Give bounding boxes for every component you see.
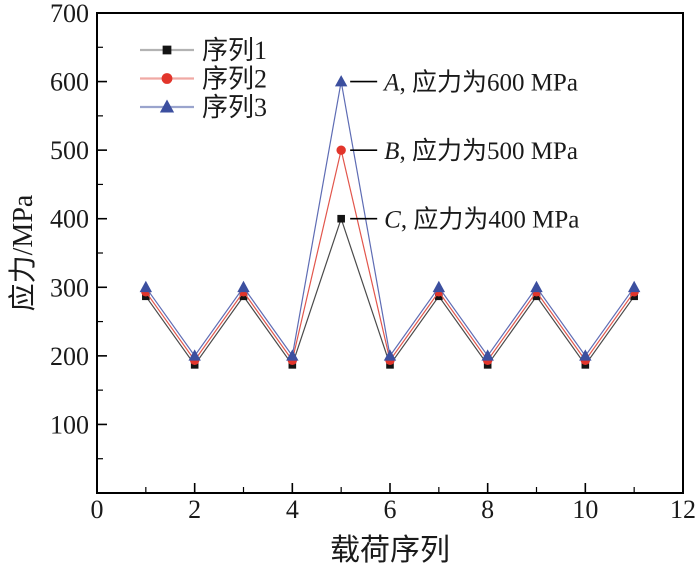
annotation-body: , 应力为500 MPa — [399, 137, 577, 165]
triangle-marker — [237, 280, 250, 293]
legend-item-序列2: 序列2 — [140, 65, 267, 94]
y-tick-label: 200 — [50, 342, 89, 371]
triangle-marker — [627, 280, 641, 293]
y-tick-label: 600 — [50, 68, 89, 97]
series-line — [145, 216, 635, 367]
triangle-marker — [579, 349, 592, 361]
chart-canvas: 0 2 4 6 8 10 12 100 200 300 400 500 600 700 A, 应力为600 … — [50, 0, 696, 524]
y-tick-label: 300 — [50, 273, 89, 302]
triangle-marker — [188, 349, 201, 361]
y-tick-label: 500 — [50, 136, 89, 165]
legend-item-序列3: 序列3 — [140, 93, 267, 122]
triangle-marker — [286, 349, 299, 361]
legend-label: 序列3 — [202, 93, 267, 122]
x-tick-label: 12 — [670, 495, 696, 524]
annotation-text: A, 应力为600 MPa — [382, 69, 578, 97]
x-tick-label: 4 — [286, 495, 299, 524]
series-1 — [142, 214, 638, 369]
x-tick-label: 2 — [188, 495, 201, 524]
x-axis: 0 2 4 6 8 10 12 — [91, 483, 696, 524]
series-line — [145, 150, 635, 362]
square-marker — [162, 45, 172, 55]
legend-label: 序列1 — [202, 36, 267, 65]
annotation-text: B, 应力为500 MPa — [384, 137, 578, 165]
x-axis-title: 载荷序列 — [330, 534, 450, 566]
square-marker — [337, 214, 345, 223]
triangle-marker — [432, 280, 446, 293]
triangle-marker — [383, 349, 397, 361]
annotation-body: , 应力为600 MPa — [399, 69, 577, 97]
annotation-letter: B — [384, 138, 399, 165]
y-tick-label: 400 — [50, 205, 89, 234]
x-tick-label: 10 — [572, 495, 598, 524]
series-2 — [141, 145, 639, 366]
triangle-marker — [159, 99, 175, 113]
legend-item-序列1: 序列1 — [140, 36, 267, 65]
triangle-marker — [481, 349, 494, 361]
y-axis: 100 200 300 400 500 600 700 — [50, 0, 107, 460]
y-tick-label: 700 — [50, 0, 89, 28]
annotation-letter: C — [384, 207, 401, 234]
annotations: A, 应力为600 MPa B, 应力为500 MPa C, 应力为400 MPa — [350, 69, 579, 234]
triangle-marker — [334, 75, 348, 87]
x-tick-label: 6 — [384, 495, 397, 524]
legend-label: 序列2 — [202, 65, 267, 94]
annotation-body: , 应力为400 MPa — [401, 206, 579, 234]
x-tick-label: 8 — [481, 495, 494, 524]
circle-marker — [336, 145, 346, 155]
circle-marker — [161, 73, 173, 84]
triangle-marker — [530, 280, 543, 293]
annotation-text: C, 应力为400 MPa — [384, 206, 579, 234]
y-tick-label: 100 — [50, 410, 89, 439]
y-axis-title: 应力/MPa — [7, 194, 39, 311]
triangle-marker — [139, 280, 153, 293]
plot-border — [96, 12, 684, 494]
x-tick-label: 0 — [91, 495, 104, 524]
series-3 — [139, 75, 641, 361]
annotation-letter: A — [382, 70, 400, 97]
